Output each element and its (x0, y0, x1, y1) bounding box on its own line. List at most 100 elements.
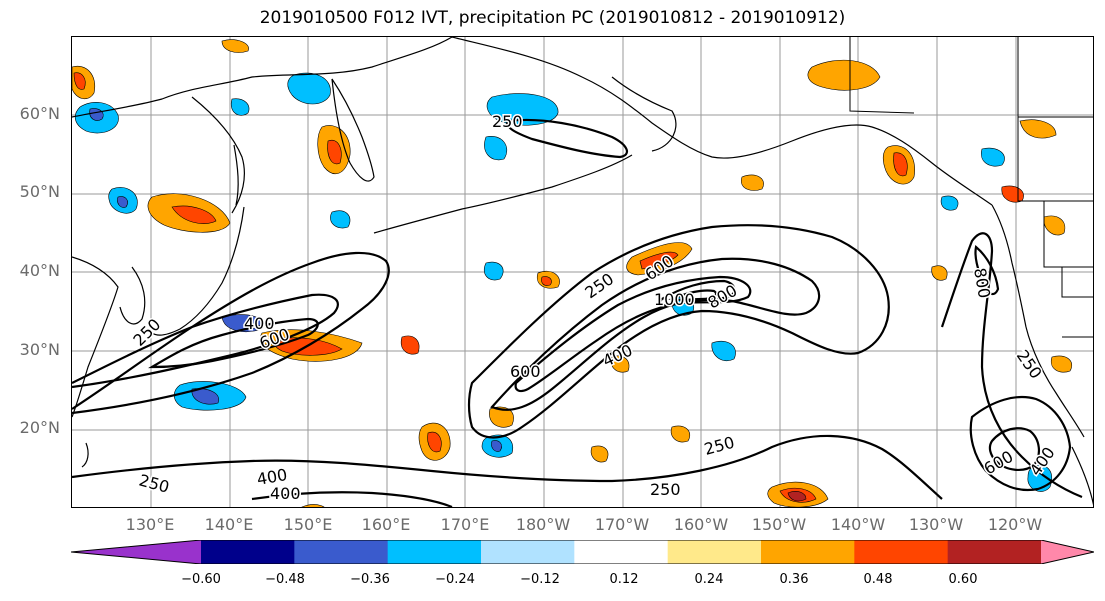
lon-label-180w: 180°W (515, 515, 571, 534)
colorbar-segment (947, 540, 1042, 564)
lon-label-140e: 140°E (204, 515, 254, 534)
coast-taiwan (81, 442, 89, 468)
contour-label: 600 (981, 447, 1017, 479)
blue-patch (117, 196, 128, 208)
colorbar-tick: 0.36 (779, 572, 809, 587)
ivt-contour-800-east (974, 244, 1000, 296)
colorbar-tick: −0.48 (265, 572, 305, 587)
warm-patch (1050, 355, 1072, 373)
warm-patch (1043, 215, 1066, 236)
lon-label-150w: 150°W (751, 515, 807, 534)
warm-patch (541, 276, 552, 286)
blue-patch (486, 93, 559, 126)
lon-label-160e: 160°E (361, 515, 411, 534)
warm-patch (301, 504, 325, 507)
map-panel: 250 250 600 1000 800 400 600 400 600 250… (71, 36, 1094, 508)
contour-labels: 250 250 600 1000 800 400 600 400 600 250… (128, 111, 1060, 505)
ivt-contour-400-east (969, 395, 1072, 492)
lon-label-170e: 170°E (440, 515, 490, 534)
warm-patch (73, 72, 86, 90)
blue-patch (483, 261, 504, 281)
blue-patch (484, 136, 508, 161)
colorbar-tick: 0.60 (948, 572, 978, 587)
contour-label: 400 (244, 314, 275, 333)
warm-patch (807, 59, 881, 91)
lon-label-120w: 120°W (987, 515, 1043, 534)
contour-label: 800 (970, 266, 994, 299)
warm-patch (639, 251, 679, 270)
warm-patch (931, 265, 948, 281)
blue-patch (940, 195, 959, 211)
coast-china (72, 256, 119, 418)
blue-patch (491, 440, 502, 452)
ivt-contour-250-east (940, 232, 1083, 499)
colorbar-segment (481, 540, 575, 564)
colorbar-tick: −0.12 (520, 572, 560, 587)
contour-label: 250 (137, 471, 171, 497)
lon-label-130e: 130°E (125, 515, 175, 534)
contour-label: 250 (702, 433, 736, 459)
coast-sakhalin (233, 144, 239, 206)
coast-aleutians (373, 154, 633, 234)
ivt-contour-800-central (659, 279, 736, 307)
ivt-contour-250-south (72, 434, 943, 500)
colorbar-segment (387, 540, 482, 564)
colorbar-tick: 0.48 (863, 572, 893, 587)
warm-patch (1019, 119, 1057, 139)
blue-patch (711, 340, 736, 362)
contour-label: 800 (705, 281, 741, 313)
warm-patch (327, 139, 342, 165)
colorbar-segment (201, 540, 295, 564)
blue-patch (191, 388, 219, 405)
colorbar-segment (294, 540, 389, 564)
colorbar-tick: −0.60 (181, 572, 221, 587)
ivt-contour-600-east (988, 427, 1040, 471)
coast-asia (72, 37, 453, 118)
colorbar-tick: −0.24 (435, 572, 475, 587)
contour-label: 250 (492, 112, 523, 131)
colorbar-extend-low (71, 540, 201, 564)
coast-japan (151, 206, 245, 336)
warm-patch (787, 491, 807, 502)
warm-patch (400, 335, 420, 355)
warm-patch (427, 431, 442, 453)
lat-label-20n: 20°N (19, 418, 60, 437)
coast-alaska (451, 37, 993, 206)
lon-label-130w: 130°W (908, 515, 964, 534)
lat-label-50n: 50°N (19, 182, 60, 201)
contour-label: 250 (650, 480, 681, 499)
colorbar-segment (854, 540, 949, 564)
colorbar-tick: −0.36 (350, 572, 390, 587)
coast-bc (991, 204, 1027, 328)
warm-patch (590, 445, 609, 463)
ivt-contours (72, 118, 1083, 507)
coast-okhotsk (191, 96, 245, 214)
coast-us-west (1025, 326, 1085, 438)
blue-patch (287, 72, 331, 105)
warm-patch (1001, 185, 1024, 203)
boundaries (849, 37, 1093, 338)
ivt-contour-1000-central (668, 289, 718, 301)
blue-patch (330, 210, 351, 229)
colorbar (70, 539, 1095, 568)
blue-patch (981, 147, 1005, 167)
colorbar-extend-high (1041, 540, 1094, 564)
colorbar-tick: 0.12 (609, 572, 639, 587)
colorbar-segment (667, 540, 762, 564)
colorbar-segment (574, 540, 669, 564)
lon-label-150e: 150°E (283, 515, 333, 534)
colorbar-tick: 0.24 (694, 572, 724, 587)
ivt-contour-250-north (506, 118, 629, 159)
coast-bering (611, 76, 677, 152)
contour-label: 250 (1013, 346, 1046, 382)
contour-label: 400 (270, 484, 301, 503)
warm-patch (221, 39, 249, 53)
warm-patch (171, 205, 217, 224)
warm-patch (893, 152, 908, 177)
lat-label-40n: 40°N (19, 261, 60, 280)
colorbar-segment (761, 540, 855, 564)
colorbar-svg (70, 539, 1095, 565)
blue-patch (230, 98, 250, 116)
lat-label-30n: 30°N (19, 340, 60, 359)
ivt-contour-400-central (490, 257, 821, 411)
